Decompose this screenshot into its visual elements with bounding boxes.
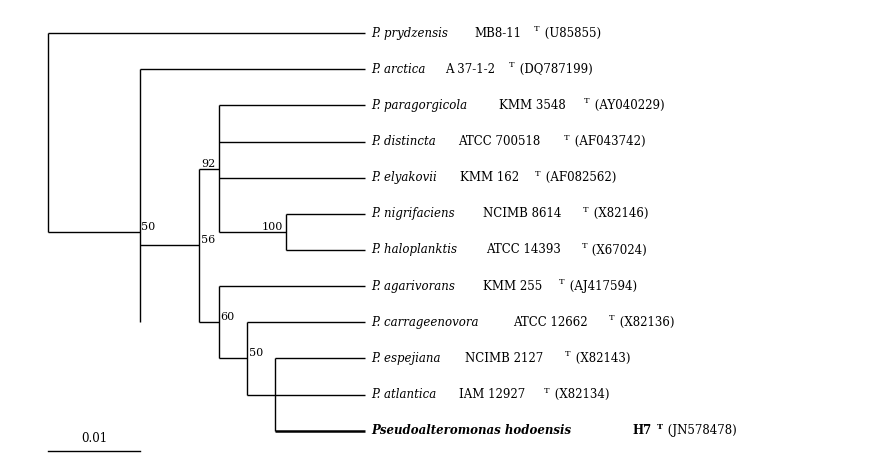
Text: P. espejiana: P. espejiana: [371, 352, 444, 365]
Text: T: T: [509, 61, 515, 69]
Text: IAM 12927: IAM 12927: [459, 388, 525, 401]
Text: T: T: [581, 242, 587, 250]
Text: 92: 92: [201, 159, 215, 169]
Text: P. prydzensis: P. prydzensis: [371, 26, 451, 40]
Text: P. haloplanktis: P. haloplanktis: [371, 244, 461, 256]
Text: 56: 56: [200, 236, 215, 245]
Text: 50: 50: [248, 349, 263, 358]
Text: Pseudoalteromonas hodoensis: Pseudoalteromonas hodoensis: [371, 424, 575, 437]
Text: T: T: [564, 350, 570, 358]
Text: (JN578478): (JN578478): [664, 424, 737, 437]
Text: KMM 3548: KMM 3548: [499, 99, 565, 112]
Text: P. elyakovii: P. elyakovii: [371, 171, 441, 184]
Text: H7: H7: [632, 424, 652, 437]
Text: (X82136): (X82136): [615, 316, 674, 329]
Text: KMM 255: KMM 255: [483, 280, 542, 292]
Text: P. atlantica: P. atlantica: [371, 388, 440, 401]
Text: NCIMB 2127: NCIMB 2127: [464, 352, 543, 365]
Text: 50: 50: [141, 222, 155, 232]
Text: T: T: [657, 422, 663, 430]
Text: (AF043742): (AF043742): [570, 135, 645, 148]
Text: 100: 100: [262, 222, 283, 232]
Text: T: T: [583, 206, 588, 214]
Text: (AJ417594): (AJ417594): [566, 280, 637, 292]
Text: MB8-11: MB8-11: [474, 26, 521, 40]
Text: NCIMB 8614: NCIMB 8614: [483, 207, 561, 220]
Text: ATCC 14393: ATCC 14393: [486, 244, 561, 256]
Text: 60: 60: [220, 312, 235, 322]
Text: P. arctica: P. arctica: [371, 63, 429, 76]
Text: T: T: [608, 314, 614, 322]
Text: T: T: [534, 25, 540, 33]
Text: T: T: [584, 97, 590, 106]
Text: (X82146): (X82146): [590, 207, 648, 220]
Text: (X67024): (X67024): [588, 244, 647, 256]
Text: P. agarivorans: P. agarivorans: [371, 280, 458, 292]
Text: (AF082562): (AF082562): [542, 171, 616, 184]
Text: ATCC 12662: ATCC 12662: [513, 316, 588, 329]
Text: ATCC 700518: ATCC 700518: [458, 135, 540, 148]
Text: P. paragorgicola: P. paragorgicola: [371, 99, 471, 112]
Text: T: T: [535, 170, 541, 178]
Text: A 37-1-2: A 37-1-2: [445, 63, 495, 76]
Text: (DQ787199): (DQ787199): [517, 63, 593, 76]
Text: P. carrageenovora: P. carrageenovora: [371, 316, 482, 329]
Text: T: T: [559, 278, 564, 286]
Text: P. distincta: P. distincta: [371, 135, 440, 148]
Text: P. nigrifaciens: P. nigrifaciens: [371, 207, 458, 220]
Text: T: T: [563, 133, 570, 141]
Text: KMM 162: KMM 162: [460, 171, 519, 184]
Text: (AY040229): (AY040229): [591, 99, 665, 112]
Text: (U85855): (U85855): [541, 26, 601, 40]
Text: T: T: [544, 387, 549, 395]
Text: (X82134): (X82134): [551, 388, 609, 401]
Text: (X82143): (X82143): [571, 352, 630, 365]
Text: 0.01: 0.01: [81, 432, 107, 445]
